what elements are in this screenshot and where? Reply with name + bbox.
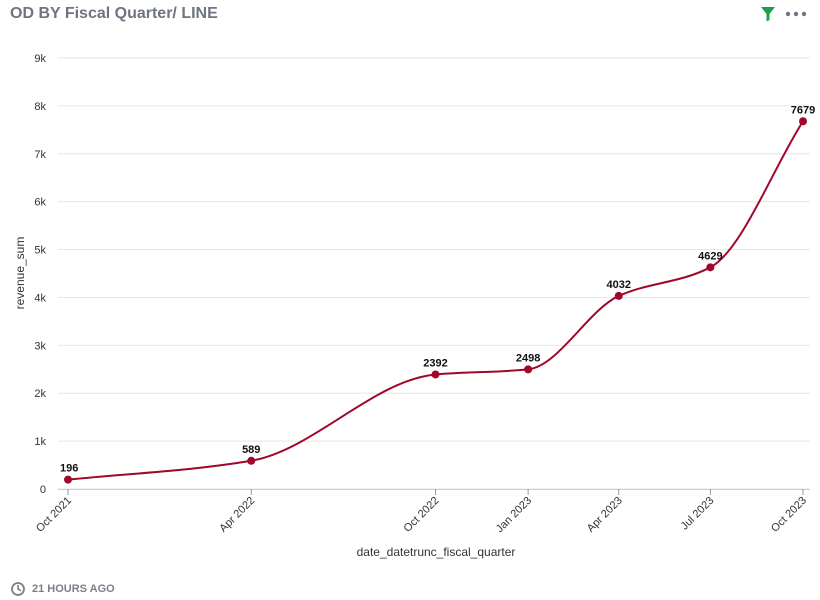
y-tick-label: 8k bbox=[34, 101, 46, 113]
series-line bbox=[67, 120, 804, 481]
y-tick-label: 5k bbox=[34, 245, 46, 257]
y-tick-label: 2k bbox=[34, 388, 46, 400]
chart-title: OD BY Fiscal Quarter/ LINE bbox=[10, 5, 218, 22]
y-tick-label: 1k bbox=[34, 436, 46, 448]
x-tick-label: Jan 2023 bbox=[494, 495, 534, 535]
data-label: 196 bbox=[60, 463, 78, 475]
data-label: 7679 bbox=[791, 104, 815, 116]
data-point bbox=[706, 263, 715, 272]
x-tick-label: Apr 2023 bbox=[585, 495, 625, 535]
filter-icon[interactable] bbox=[758, 4, 778, 24]
y-tick-label: 0 bbox=[40, 484, 46, 496]
clock-icon bbox=[11, 582, 25, 596]
y-tick-label: 9k bbox=[34, 53, 46, 65]
data-point bbox=[431, 370, 440, 379]
data-label: 2392 bbox=[423, 357, 447, 369]
y-tick-label: 7k bbox=[34, 149, 46, 161]
more-icon[interactable] bbox=[784, 4, 810, 24]
line-chart: 0 1k 2k 3k 4k 5k 6k 7k 8k 9k Oct 2021 Apr 2022 Oct 2… bbox=[13, 53, 815, 559]
x-tick-label: Oct 2022 bbox=[402, 495, 442, 535]
y-tick-label: 3k bbox=[34, 340, 46, 352]
x-axis-title: date_datetrunc_fiscal_quarter bbox=[357, 545, 516, 559]
last-updated-timestamp: 21 HOURS AGO bbox=[32, 583, 115, 595]
y-tick-label: 6k bbox=[34, 197, 46, 209]
x-tick-label: Apr 2022 bbox=[217, 495, 257, 535]
x-tick-label: Oct 2021 bbox=[34, 495, 74, 535]
data-label: 589 bbox=[242, 444, 260, 456]
data-point bbox=[524, 365, 533, 374]
x-tick-label: Oct 2023 bbox=[769, 495, 809, 535]
data-label: 2498 bbox=[516, 352, 540, 364]
chart-header: OD BY Fiscal Quarter/ LINE bbox=[0, 0, 820, 30]
footer: 21 HOURS AGO bbox=[10, 580, 115, 598]
data-label: 4629 bbox=[698, 250, 722, 262]
data-point bbox=[799, 117, 807, 126]
data-point bbox=[247, 456, 256, 465]
data-point bbox=[64, 475, 72, 484]
y-axis-title: revenue_sum bbox=[13, 237, 27, 310]
x-tick-label: Jul 2023 bbox=[679, 495, 717, 533]
y-tick-label: 4k bbox=[34, 292, 46, 304]
data-point bbox=[614, 291, 623, 300]
data-label: 4032 bbox=[607, 279, 631, 291]
